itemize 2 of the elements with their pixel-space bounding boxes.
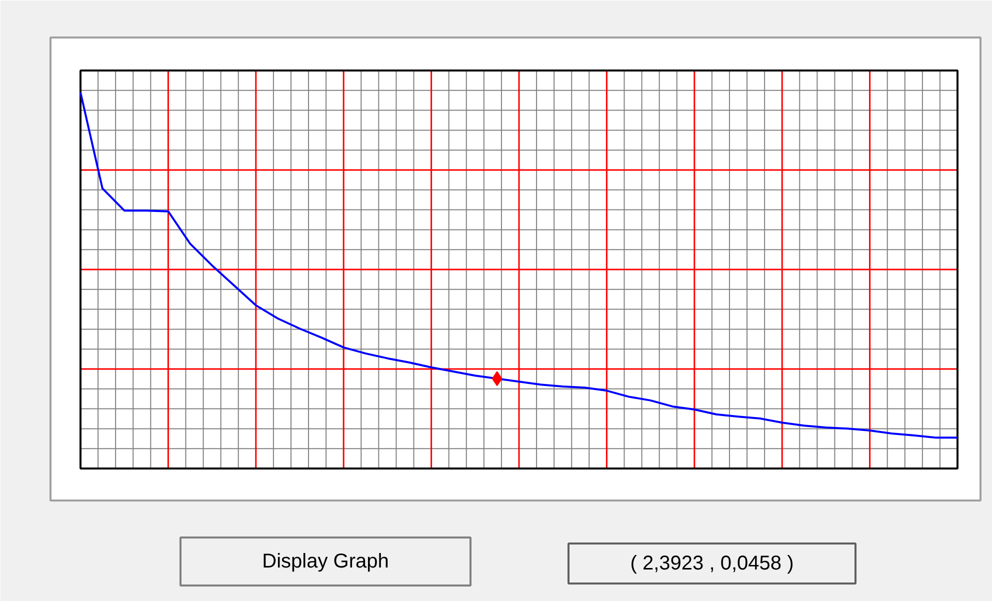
text: ( 2,3923 , 0,0458 ) [630,552,794,574]
text: Display Graph [262,550,389,572]
